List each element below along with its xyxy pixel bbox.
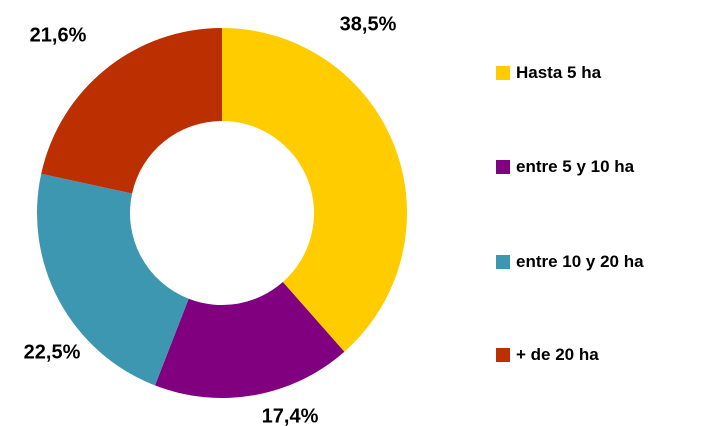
legend-label: + de 20 ha <box>516 345 599 364</box>
legend-swatch <box>496 348 510 362</box>
legend-label: Hasta 5 ha <box>516 63 602 82</box>
legend-item-entre-5-y-10-ha: entre 5 y 10 ha <box>496 156 634 178</box>
legend-swatch <box>496 160 510 174</box>
legend-swatch <box>496 66 510 80</box>
slice-mas-de-20-ha <box>41 28 222 194</box>
slice-entre-10-y-20-ha <box>36 173 189 386</box>
legend-label: entre 5 y 10 ha <box>516 157 635 176</box>
slice-entre-5-y-10-ha <box>154 282 345 398</box>
legend-item-entre-10-y-20-ha: entre 10 y 20 ha <box>496 251 644 273</box>
slice-hasta-5-ha <box>222 28 407 352</box>
legend: Hasta 5 ha entre 5 y 10 ha entre 10 y 20… <box>496 0 704 426</box>
legend-item-mas-de-20-ha: + de 20 ha <box>496 344 599 366</box>
legend-swatch <box>496 255 510 269</box>
data-label-mas-de-20-ha: 21,6% <box>30 24 87 46</box>
legend-item-hasta-5-ha: Hasta 5 ha <box>496 62 601 84</box>
legend-label: entre 10 y 20 ha <box>516 252 644 271</box>
data-label-entre-10-y-20-ha: 22,5% <box>24 341 81 363</box>
data-label-entre-5-y-10-ha: 17,4% <box>262 405 319 426</box>
data-label-hasta-5-ha: 38,5% <box>340 13 397 35</box>
